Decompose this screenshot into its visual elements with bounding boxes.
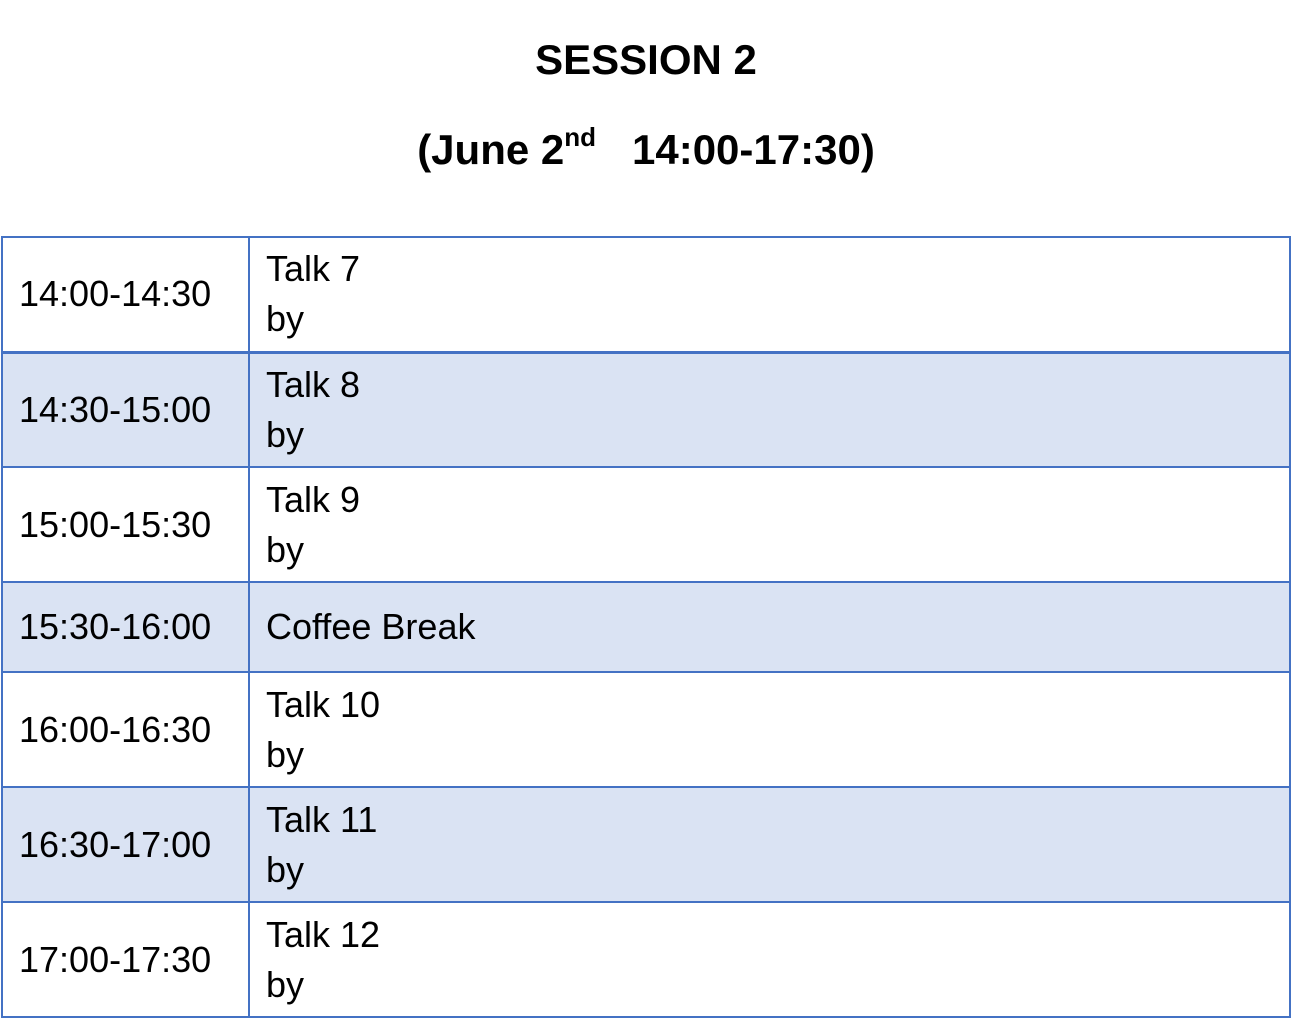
talk-cell: Talk 10 by [248, 671, 1291, 788]
time-cell: 16:30-17:00 [1, 786, 250, 903]
schedule-row-talk-11: 16:30-17:00 Talk 11 by [1, 786, 1291, 903]
talk-title: Talk 10 [266, 683, 381, 725]
talk-title: Talk 11 [266, 798, 378, 840]
schedule-row-talk-10: 16:00-16:30 Talk 10 by [1, 671, 1291, 788]
talk-title: Talk 12 [266, 913, 381, 955]
talk-speaker: by [266, 733, 305, 775]
talk-cell: Talk 9 by [248, 466, 1291, 583]
subtitle-time: 14:00-17:30) [632, 126, 875, 173]
time-cell: 15:30-16:00 [1, 581, 250, 673]
schedule-row-talk-7: 14:00-14:30 Talk 7 by [1, 236, 1291, 354]
talk-cell: Talk 7 by [248, 236, 1291, 354]
talk-speaker: by [266, 963, 305, 1005]
talk-title: Talk 7 [266, 248, 361, 290]
schedule-table: 14:00-14:30 Talk 7 by 14:30-15:00 Talk 8… [1, 236, 1291, 1018]
schedule-row-coffee-break: 15:30-16:00 Coffee Break [1, 581, 1291, 673]
time-cell: 15:00-15:30 [1, 466, 250, 583]
break-cell: Coffee Break [248, 581, 1291, 673]
schedule-row-talk-12: 17:00-17:30 Talk 12 by [1, 901, 1291, 1018]
time-cell: 14:00-14:30 [1, 236, 250, 354]
subtitle-date: (June 2 [417, 126, 565, 173]
schedule-row-talk-9: 15:00-15:30 Talk 9 by [1, 466, 1291, 583]
session-subtitle: (June 2nd 14:00-17:30) [0, 124, 1292, 176]
talk-speaker: by [266, 528, 305, 570]
subtitle-date-suffix: nd [564, 122, 596, 152]
talk-cell: Talk 8 by [248, 351, 1291, 468]
talk-speaker: by [266, 413, 305, 455]
talk-title: Talk 9 [266, 478, 361, 520]
talk-cell: Talk 11 by [248, 786, 1291, 903]
talk-title: Talk 8 [266, 363, 361, 405]
talk-speaker: by [266, 298, 305, 340]
break-label: Coffee Break [266, 606, 476, 647]
time-cell: 16:00-16:30 [1, 671, 250, 788]
talk-speaker: by [266, 848, 305, 890]
session-title: SESSION 2 [535, 36, 757, 83]
schedule-row-talk-8: 14:30-15:00 Talk 8 by [1, 351, 1291, 468]
time-cell: 14:30-15:00 [1, 351, 250, 468]
time-cell: 17:00-17:30 [1, 901, 250, 1018]
talk-cell: Talk 12 by [248, 901, 1291, 1018]
